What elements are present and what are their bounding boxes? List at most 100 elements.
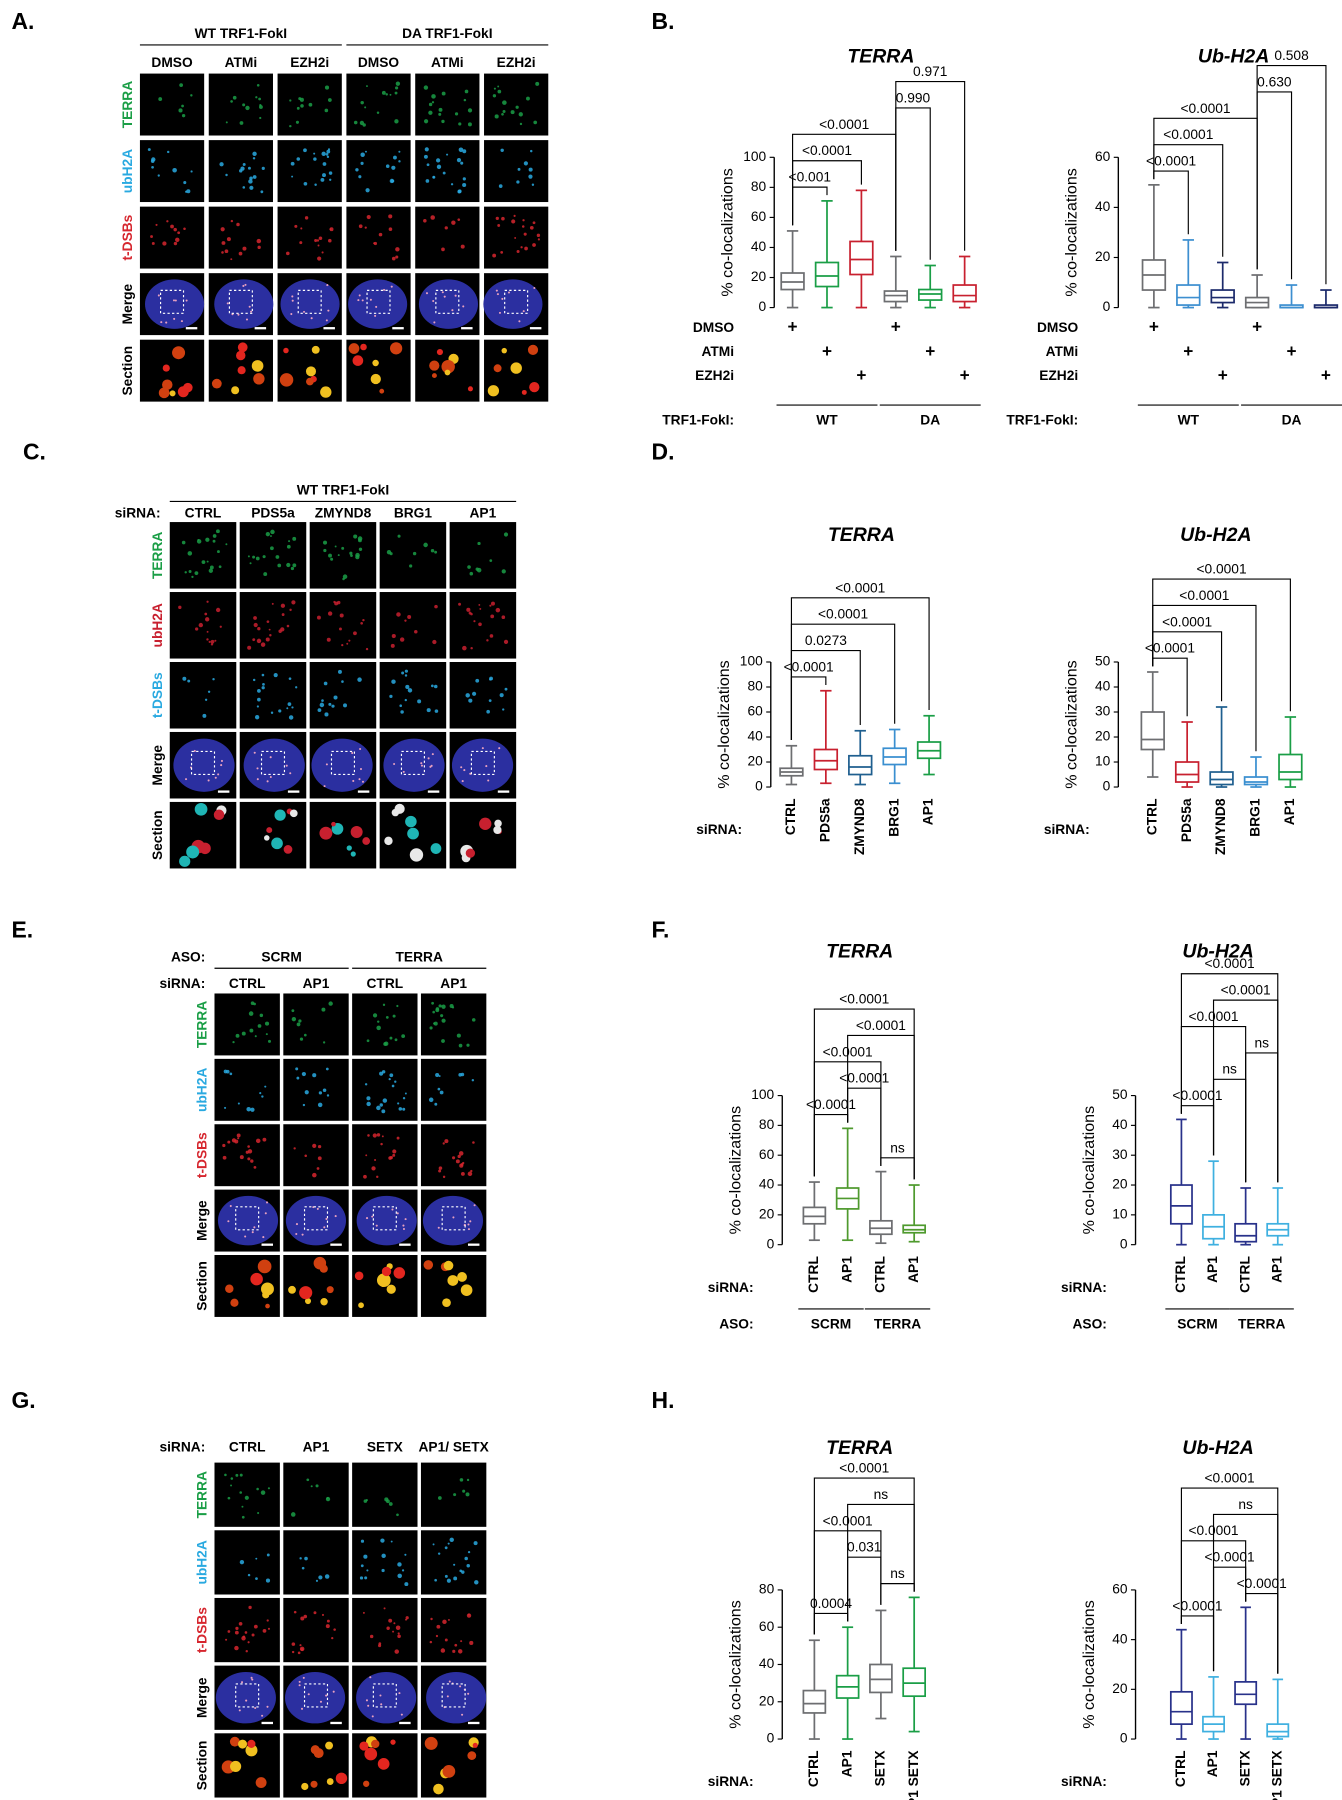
- focus: [289, 608, 292, 612]
- focus: [381, 1553, 386, 1559]
- focus: [266, 1705, 269, 1708]
- y-tick-label: 60: [1095, 149, 1111, 164]
- focus: [372, 1013, 378, 1018]
- focus: [232, 95, 237, 100]
- focus: [322, 162, 327, 166]
- row-label: Merge: [150, 745, 165, 786]
- section-focus: [186, 845, 200, 859]
- focus: [433, 1021, 438, 1026]
- focus: [188, 570, 192, 574]
- focus: [438, 107, 443, 112]
- focus: [486, 639, 489, 642]
- focus: [226, 237, 231, 242]
- focus: [328, 702, 332, 706]
- focus: [259, 116, 262, 120]
- focus: [262, 682, 265, 686]
- focus: [402, 770, 405, 773]
- focus: [473, 620, 476, 623]
- y-tick-label: 40: [1095, 679, 1111, 694]
- column-label: SETX: [367, 1439, 404, 1454]
- y-tick-label: 60: [759, 1147, 775, 1162]
- focus: [291, 600, 296, 605]
- panel-label: B.: [652, 8, 675, 34]
- focus: [205, 617, 210, 622]
- focus: [234, 1139, 239, 1144]
- focus: [458, 1151, 464, 1156]
- focus: [425, 292, 429, 295]
- focus: [462, 1161, 465, 1165]
- focus: [515, 105, 519, 109]
- focus: [181, 114, 186, 118]
- focus: [389, 1073, 394, 1078]
- row-label: Merge: [120, 284, 135, 325]
- focus: [353, 534, 358, 539]
- focus: [269, 775, 272, 779]
- section-focus: [376, 1273, 391, 1288]
- focus: [253, 1226, 256, 1229]
- focus: [469, 1640, 474, 1645]
- micrograph: [449, 522, 517, 589]
- section-focus: [433, 1783, 444, 1795]
- focus: [259, 104, 262, 107]
- focus: [453, 1576, 458, 1581]
- chart-title: Ub-H2A: [1180, 524, 1251, 546]
- focus: [360, 161, 364, 165]
- focus: [317, 1156, 322, 1161]
- section-focus: [237, 366, 246, 375]
- focus: [232, 1041, 235, 1044]
- focus: [428, 102, 433, 107]
- focus: [519, 122, 523, 126]
- focus: [193, 749, 196, 752]
- focus: [397, 1562, 402, 1567]
- section-focus: [350, 851, 356, 857]
- focus: [230, 219, 234, 223]
- focus: [429, 1640, 433, 1644]
- focus: [206, 638, 209, 641]
- focus: [373, 242, 376, 245]
- nucleus: [215, 1672, 276, 1724]
- micrograph: [484, 206, 549, 269]
- focus: [158, 97, 163, 101]
- p-value: 0.508: [1274, 48, 1309, 63]
- focus: [296, 106, 300, 110]
- focus: [253, 616, 257, 620]
- group-label: SCRM: [811, 1317, 852, 1332]
- focus: [270, 711, 274, 714]
- column-label: CTRL: [185, 506, 222, 521]
- column-label: AP1: [440, 976, 467, 991]
- category-label: CTRL: [1173, 1751, 1188, 1788]
- focus: [468, 698, 473, 703]
- box: [869, 1663, 893, 1694]
- focus: [355, 168, 359, 172]
- focus: [241, 1515, 245, 1519]
- p-value: <0.0001: [1197, 562, 1247, 577]
- focus: [247, 166, 251, 170]
- focus: [322, 1041, 326, 1044]
- focus: [441, 91, 446, 96]
- zoom-box: [190, 750, 216, 775]
- focus: [454, 112, 459, 116]
- focus: [180, 320, 183, 323]
- focus: [469, 772, 472, 775]
- focus: [290, 313, 293, 316]
- focus: [317, 1102, 323, 1108]
- p-value: <0.0001: [802, 143, 852, 158]
- focus: [383, 1607, 386, 1610]
- focus: [448, 1680, 451, 1683]
- focus: [444, 1638, 448, 1642]
- focus: [361, 780, 365, 783]
- micrograph: [449, 801, 517, 869]
- focus: [288, 677, 292, 680]
- focus: [304, 1154, 307, 1158]
- focus: [379, 1103, 383, 1107]
- focus: [339, 627, 342, 631]
- focus: [489, 676, 493, 681]
- focus: [220, 227, 225, 232]
- micrograph: [277, 140, 342, 203]
- chart-title: TERRA: [826, 940, 893, 962]
- section-focus: [319, 826, 333, 840]
- focus: [326, 1619, 330, 1623]
- focus: [256, 638, 262, 644]
- focus: [431, 684, 434, 688]
